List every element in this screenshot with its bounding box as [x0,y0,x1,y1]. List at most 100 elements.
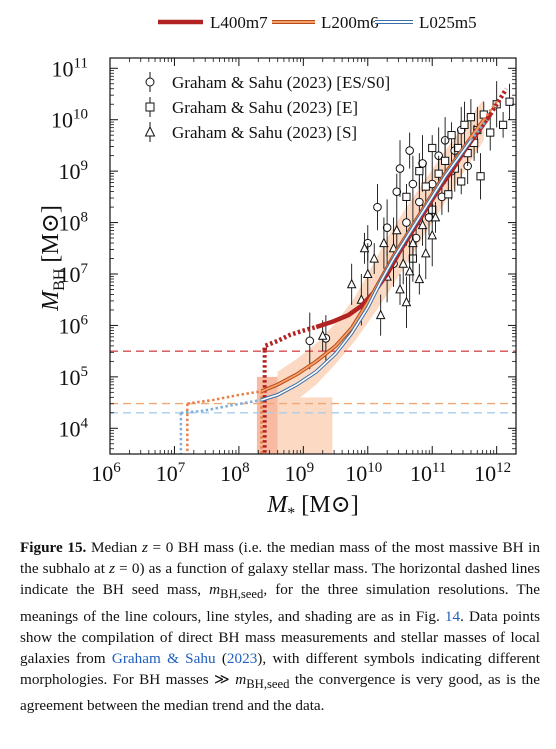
obs-point-es-s0 [392,187,402,197]
x-tick-label: 108 [220,460,250,486]
obs-point-s [408,237,418,248]
caption-math: z [141,539,148,556]
obs-point-s [420,247,431,258]
shade-scatter-region [277,397,333,454]
caption-text: = 0 BH mass (i.e. the median mass of the… [20,539,540,578]
x-tick-label: 109 [285,460,315,486]
y-tick-label: 105 [59,364,89,390]
x-tick-label: 1011 [410,460,446,486]
y-tick-label: 106 [59,312,89,338]
obs-point-s [427,229,438,240]
caption-text: . Data points show the compilation of di… [20,607,540,668]
svg-text:M*[M⊙]: M* [M⊙] [266,492,358,522]
legend-label-l200m6: L200m6 [321,13,379,32]
x-tick-label: 1012 [474,460,511,486]
obs-point-es-s0 [408,179,418,189]
caption-label: Figure 15. [20,539,87,556]
obs-point-e [457,177,466,186]
x-axis-label: M* [M⊙] [266,492,358,522]
obs-point-s [375,309,386,320]
obs-point-e [460,120,469,129]
obs-point-e [421,182,430,191]
obs-point-e [505,97,514,106]
axes-frame [109,57,517,455]
obs-point-s [346,278,357,289]
obs-point-es-s0 [395,164,405,173]
obs-point-es-s0 [305,336,315,346]
obs-point-s [398,258,409,268]
caption-ref-link[interactable]: Graham & Sahu [111,650,216,668]
obs-legend: Graham & Sahu (2023) [ES/S0] Graham & Sa… [144,72,390,142]
caption-text: ( [215,650,227,668]
y-tick-label: 1011 [52,55,88,81]
top-legend: L400m7 L200m6 L025m5 [158,13,477,32]
shade-band [277,99,484,411]
caption-text: = 0) as a function of galaxy stellar mas… [20,560,540,599]
obs-point-e [486,128,495,137]
obs-point-es-s0 [382,223,392,233]
obs-point-s [379,237,389,248]
obs-point-es-s0 [402,218,411,227]
obs-point-s [404,265,415,276]
obs-point-s [359,242,370,253]
obs-point-s [317,330,328,340]
y-tick-label: 1010 [51,107,88,133]
series-dotted-end-l400m7 [488,87,509,116]
obs-point-e [444,190,453,199]
plot-area [110,81,516,454]
obs-point-es-s0 [405,146,414,155]
caption-text: Median [86,539,142,556]
x-tick-label: 107 [156,460,186,486]
axis-ticks: 106 107 108 109 1010 1011 1012 104 105 106 107 108 1… [51,55,516,486]
caption-fig-link[interactable]: 14 [444,607,461,625]
obs-point-es-s0 [415,197,424,207]
obs-point-s [369,252,380,263]
y-tick-label: 109 [59,158,89,184]
obs-point-s [401,296,412,307]
obs-legend-label-es-s0: Graham & Sahu (2023) [ES/S0] [172,73,390,92]
obs-point-e [441,156,450,165]
obs-point-s [417,219,428,230]
bh-mass-chart: L400m7 L200m6 L025m5 106 107 108 109 1010 101… [38,13,517,522]
obs-point-e [415,167,424,176]
caption-ref-year-link[interactable]: 2023 [226,650,258,668]
obs-legend-marker-s [144,122,156,142]
legend-label-l400m7: L400m7 [210,13,268,32]
obs-point-es-s0 [418,159,427,168]
legend-label-l025m5: L025m5 [419,13,477,32]
figure: L400m7 L200m6 L025m5 106 107 108 109 1010 101… [38,13,517,522]
caption-math-sub: BH,seed [246,677,290,692]
svg-text:MBH[M⊙]: MBH[M⊙] [38,205,68,312]
caption-math-sub: BH,seed [220,587,264,602]
figure-caption: Figure 15. Median z = 0 BH mass (i.e. th… [20,537,540,717]
series-dotted-end-l025m5 [469,118,489,142]
obs-point-e [476,172,485,181]
obs-legend-marker-es-s0 [145,72,155,92]
y-axis-label: MBH[M⊙] [38,205,68,312]
obs-point-e [428,143,437,153]
series-dotted-l025m5 [180,398,262,415]
y-tick-label: 108 [59,210,89,236]
obs-point-e [402,192,411,201]
obs-point-es-s0 [373,202,382,212]
caption-math: m [209,581,221,599]
obs-legend-label-e: Graham & Sahu (2023) [E] [172,98,358,117]
obs-point-s [362,268,373,278]
series-dotted-end-l200m6 [482,100,498,121]
y-tick-label: 107 [59,261,89,287]
caption-text: the convergence is very good, as is the … [20,671,540,715]
y-tick-label: 104 [59,415,89,441]
obs-point-e [466,113,475,122]
obs-point-es-s0 [411,233,421,243]
obs-point-s [430,211,441,222]
caption-text: ), with different symbols indicating dif… [20,650,540,689]
series-line-l025m5 [261,139,472,401]
obs-point-e [499,120,508,129]
caption-text: , for the three simulation resolutions. … [20,581,540,625]
x-tick-label: 1010 [345,460,382,486]
caption-math: z [109,560,116,578]
obs-point-s [391,224,402,235]
caption-math: m [235,671,247,689]
obs-point-s [414,273,425,284]
obs-legend-label-s: Graham & Sahu (2023) [S] [172,123,357,142]
